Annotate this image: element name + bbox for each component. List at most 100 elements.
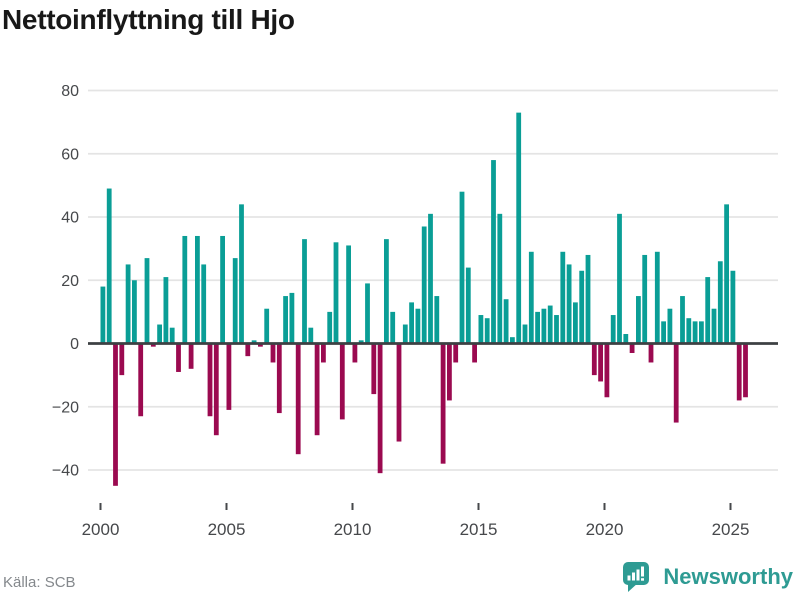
bar-2000Q1 xyxy=(100,286,106,344)
bar-2010Q2 xyxy=(358,340,364,344)
bar-2016Q1 xyxy=(503,299,509,344)
bar-2018Q3 xyxy=(566,264,572,344)
bar-2025Q1 xyxy=(730,270,736,344)
source-label: Källa: SCB xyxy=(3,574,76,591)
bar-2002Q2 xyxy=(157,324,162,344)
bar-2019Q3 xyxy=(591,343,597,376)
bar-2008Q4 xyxy=(321,343,326,363)
bar-2024Q1 xyxy=(705,277,711,344)
bar-2014Q1 xyxy=(453,343,459,363)
bar-2013Q2 xyxy=(434,296,440,344)
bar-2017Q1 xyxy=(528,251,534,344)
bar-2010Q4 xyxy=(371,343,377,395)
y-axis-label: 0 xyxy=(70,336,79,353)
bar-2021Q2 xyxy=(636,296,641,344)
bar-2000Q3 xyxy=(113,343,118,486)
bar-2004Q3 xyxy=(213,343,219,436)
bar-2001Q4 xyxy=(144,258,150,344)
bar-2015Q4 xyxy=(497,213,503,344)
y-axis-label: −20 xyxy=(52,399,79,416)
bar-2022Q2 xyxy=(661,321,666,344)
bar-2021Q1 xyxy=(629,343,635,353)
bar-2023Q1 xyxy=(680,296,685,344)
bar-2024Q4 xyxy=(724,204,729,344)
bar-2018Q1 xyxy=(554,315,559,344)
bar-2020Q2 xyxy=(610,315,616,344)
bar-2012Q1 xyxy=(402,324,408,344)
bar-2005Q1 xyxy=(226,343,232,410)
bar-2006Q3 xyxy=(264,308,270,344)
x-axis-label: 2000 xyxy=(82,520,120,539)
newsworthy-logo[interactable]: Newsworthy xyxy=(622,561,793,593)
bar-2012Q4 xyxy=(421,226,427,344)
bar-2000Q2 xyxy=(106,188,112,344)
bar-2015Q2 xyxy=(484,318,490,344)
bar-2003Q1 xyxy=(176,343,181,372)
bar-2011Q3 xyxy=(390,311,396,344)
bar-2016Q2 xyxy=(510,337,515,344)
bar-2004Q2 xyxy=(207,343,213,417)
bar-2009Q3 xyxy=(339,343,345,420)
bar-2020Q1 xyxy=(604,343,610,398)
bar-2007Q1 xyxy=(276,343,282,414)
bar-2019Q4 xyxy=(598,343,603,382)
bar-2008Q2 xyxy=(308,327,314,344)
bar-2020Q3 xyxy=(617,213,622,344)
bar-2005Q2 xyxy=(232,258,238,344)
bar-2010Q1 xyxy=(352,343,358,363)
bar-2005Q3 xyxy=(239,204,244,344)
bar-2016Q3 xyxy=(516,112,522,344)
bar-2013Q4 xyxy=(447,343,452,401)
bar-2021Q3 xyxy=(642,254,648,344)
bar-2019Q2 xyxy=(585,254,591,344)
bar-2012Q2 xyxy=(409,302,414,344)
chart-title: Nettoinflyttning till Hjo xyxy=(2,4,295,35)
bar-2013Q1 xyxy=(428,213,433,344)
bar-2011Q1 xyxy=(377,343,383,474)
bar-2014Q4 xyxy=(472,343,477,363)
bar-2009Q4 xyxy=(346,245,351,344)
bar-2024Q3 xyxy=(717,261,723,344)
bar-2001Q3 xyxy=(138,343,144,417)
bar-2002Q3 xyxy=(163,277,169,344)
bar-2008Q3 xyxy=(314,343,320,436)
bar-2012Q3 xyxy=(415,308,421,344)
newsworthy-logo-text: Newsworthy xyxy=(663,564,793,589)
bar-2006Q2 xyxy=(258,343,263,347)
bar-2022Q1 xyxy=(654,251,660,344)
y-axis-label: 20 xyxy=(61,273,79,290)
bar-2025Q2 xyxy=(736,343,742,401)
y-axis-label: 40 xyxy=(61,210,79,227)
bar-2002Q1 xyxy=(150,343,156,347)
bar-2015Q3 xyxy=(491,160,496,344)
bar-2023Q2 xyxy=(686,318,692,344)
bar-2016Q4 xyxy=(522,324,528,344)
y-axis-label: −40 xyxy=(52,463,79,480)
bar-2009Q2 xyxy=(333,242,339,344)
bar-2015Q1 xyxy=(478,315,484,344)
bar-2003Q3 xyxy=(188,343,194,369)
bar-2018Q4 xyxy=(573,302,578,344)
bar-2011Q4 xyxy=(396,343,402,442)
y-axis-label: 60 xyxy=(61,146,79,163)
bar-2017Q3 xyxy=(541,308,547,344)
x-axis-label: 2015 xyxy=(460,520,498,539)
bar-2023Q4 xyxy=(699,321,704,344)
bar-2022Q4 xyxy=(673,343,679,423)
bar-2002Q4 xyxy=(169,327,175,344)
bar-2007Q4 xyxy=(295,343,301,455)
bar-2003Q2 xyxy=(182,235,188,344)
bar-2025Q3 xyxy=(743,343,748,398)
bar-2014Q3 xyxy=(465,267,471,344)
bar-2017Q2 xyxy=(535,311,540,344)
bar-2013Q3 xyxy=(440,343,446,464)
bar-2005Q4 xyxy=(245,343,251,357)
bar-2009Q1 xyxy=(327,311,333,344)
bar-2018Q2 xyxy=(560,251,566,344)
bar-2003Q4 xyxy=(195,235,200,344)
bar-2007Q3 xyxy=(289,292,295,344)
newsworthy-bubble-chart-icon xyxy=(622,561,654,593)
bar-2004Q4 xyxy=(220,235,225,344)
bar-2000Q4 xyxy=(119,343,125,376)
